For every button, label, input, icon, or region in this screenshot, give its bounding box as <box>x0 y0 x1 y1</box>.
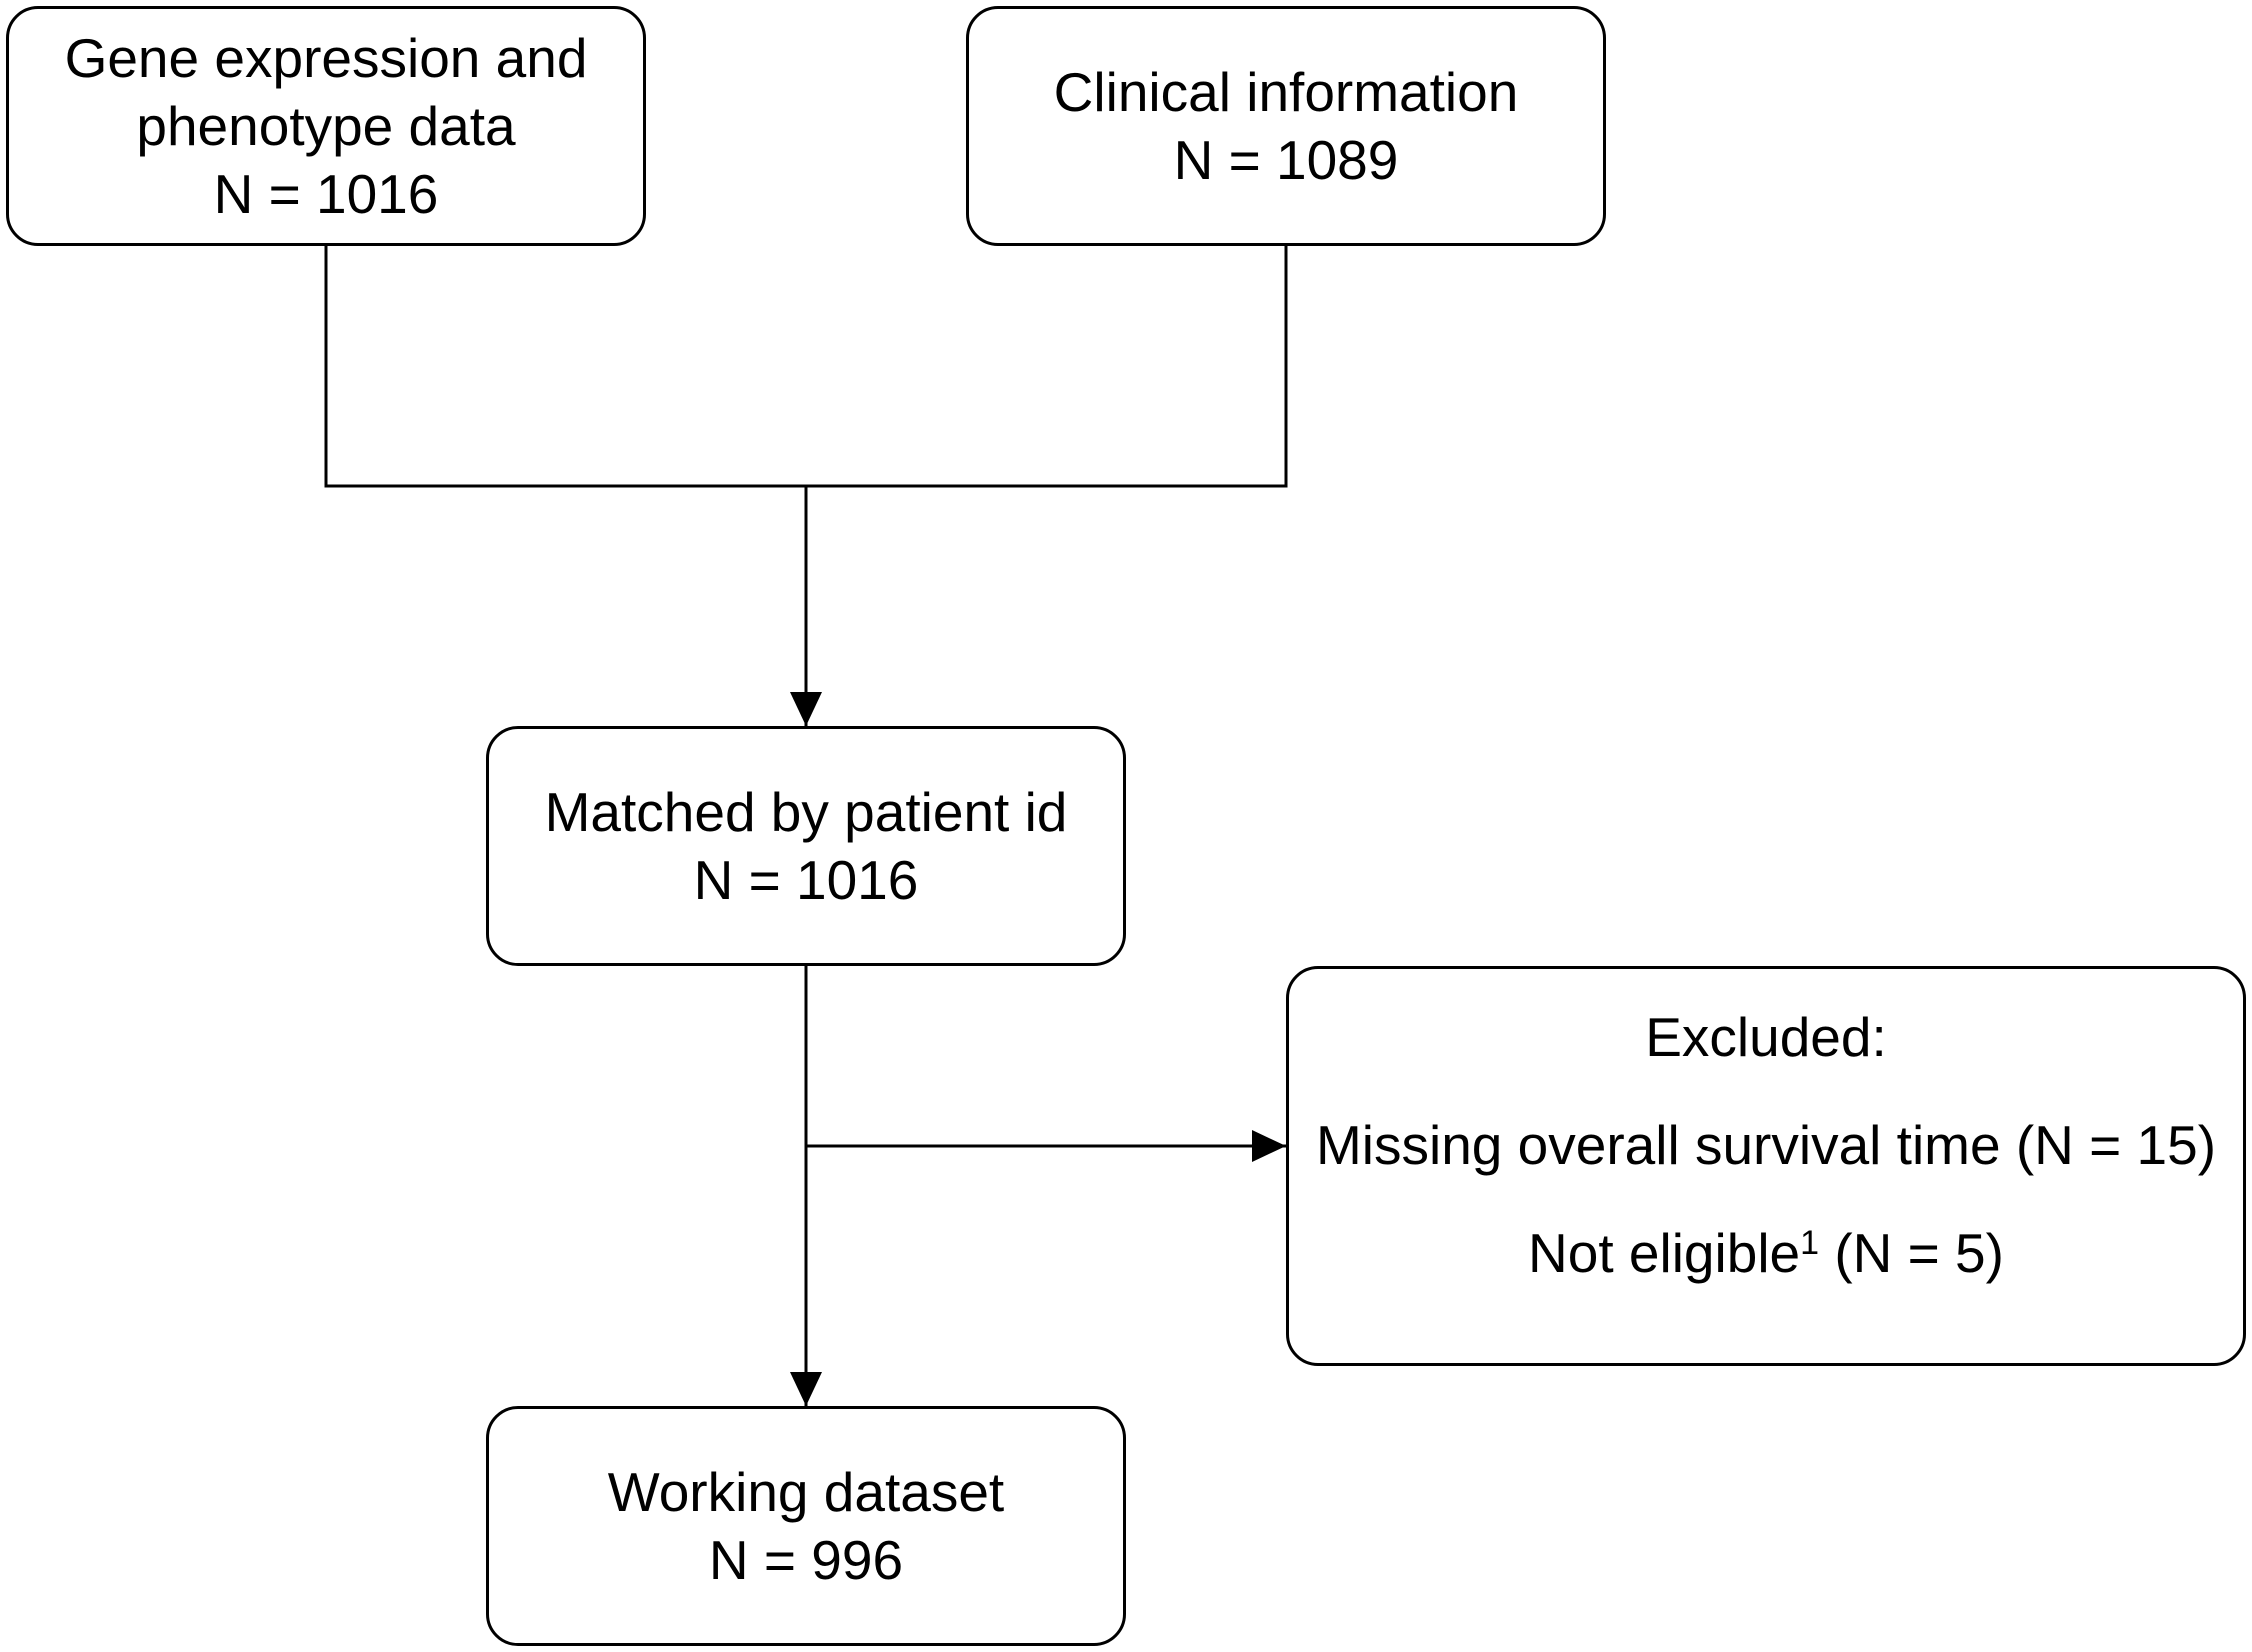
clinical-information-box: Clinical information N = 1089 <box>966 6 1606 246</box>
footnote-marker: 1 <box>1800 1224 1820 1262</box>
excluded-heading: Excluded: <box>1645 1006 1887 1068</box>
not-eligible-text: Not eligible <box>1528 1222 1801 1284</box>
arrowhead-matched <box>790 692 822 726</box>
arrowhead-working <box>790 1372 822 1406</box>
working-dataset-box: Working dataset N = 996 <box>486 1406 1126 1646</box>
clinical-box-count: N = 1089 <box>1173 129 1399 191</box>
working-box-count: N = 996 <box>708 1529 904 1591</box>
gene-box-count: N = 1016 <box>213 163 439 225</box>
excluded-reason-missing-survival: Missing overall survival time (N = 15) <box>1315 1114 2217 1176</box>
matched-box-line1: Matched by patient id <box>544 781 1068 843</box>
matched-box: Matched by patient id N = 1016 <box>486 726 1126 966</box>
connector-gene-to-merge <box>324 246 1288 488</box>
excluded-reason-not-eligible: Not eligible1 (N = 5) <box>1528 1222 2004 1284</box>
gene-box-line1: Gene expression and <box>64 27 588 89</box>
not-eligible-count: (N = 5) <box>1819 1222 2004 1284</box>
clinical-box-line1: Clinical information <box>1053 61 1519 123</box>
gene-expression-box: Gene expression and phenotype data N = 1… <box>6 6 646 246</box>
arrowhead-excluded <box>1252 1130 1286 1162</box>
matched-box-count: N = 1016 <box>693 849 919 911</box>
excluded-box: Excluded: Missing overall survival time … <box>1286 966 2246 1366</box>
gene-box-line2: phenotype data <box>136 95 516 157</box>
working-box-line1: Working dataset <box>607 1461 1005 1523</box>
